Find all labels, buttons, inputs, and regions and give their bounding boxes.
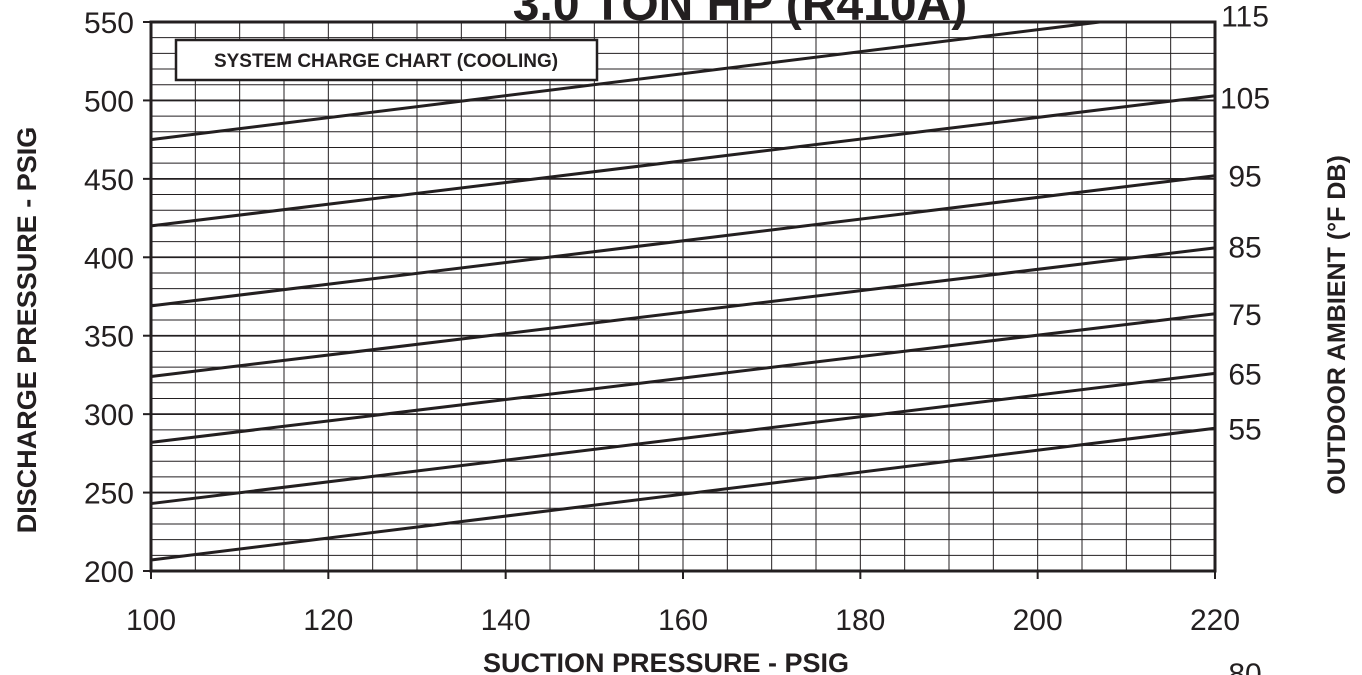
- ambient-line-1: [149, 94, 1217, 228]
- ambient-line-2: [149, 174, 1217, 308]
- ambient-label: 115: [1221, 1, 1269, 34]
- x-ticks: 100 120 140 160 180 200 220: [126, 571, 1240, 637]
- right-axis-title: OUTDOOR AMBIENT (°F DB): [1323, 155, 1351, 495]
- y-tick-label: 300: [84, 399, 134, 432]
- y-tick-label: 450: [84, 164, 134, 197]
- x-axis-title: SUCTION PRESSURE - PSIG: [483, 648, 849, 675]
- y-ticks: 200 250 300 350 400 450 500 550: [84, 7, 151, 589]
- ambient-label: 95: [1228, 161, 1261, 194]
- x-tick-label: 120: [303, 604, 353, 637]
- grid: [151, 22, 1215, 571]
- x-tick-label: 140: [481, 604, 531, 637]
- right-ambient-labels: 115 105 95 85 75 65 55 80: [1220, 1, 1270, 675]
- ambient-label: 75: [1228, 299, 1261, 332]
- chart-subtitle: SYSTEM CHARGE CHART (COOLING): [214, 51, 558, 72]
- y-axis-title: DISCHARGE PRESSURE - PSIG: [12, 127, 42, 534]
- ambient-line-0: [149, 20, 1102, 142]
- ambient-line-4: [149, 312, 1217, 444]
- ambient-label: 80: [1228, 658, 1261, 675]
- ambient-label: 65: [1228, 358, 1261, 391]
- ambient-label: 55: [1228, 413, 1261, 446]
- y-tick-label: 250: [84, 478, 134, 511]
- y-tick-label: 500: [84, 85, 134, 118]
- y-tick-label: 550: [84, 7, 134, 40]
- y-tick-label: 400: [84, 242, 134, 275]
- x-tick-label: 200: [1013, 604, 1063, 637]
- chart-title: 3.0 TON HP (R410A): [513, 0, 967, 31]
- ambient-line-3: [149, 246, 1217, 378]
- y-tick-label: 350: [84, 321, 134, 354]
- ambient-label: 85: [1228, 231, 1261, 264]
- ambient-line-6: [149, 426, 1217, 562]
- x-tick-label: 160: [658, 604, 708, 637]
- inset-label-box: SYSTEM CHARGE CHART (COOLING): [174, 38, 599, 82]
- x-tick-label: 180: [835, 604, 885, 637]
- ambient-label: 105: [1220, 82, 1270, 115]
- ambient-lines: [149, 20, 1217, 562]
- y-tick-label: 200: [84, 556, 134, 589]
- ambient-line-5: [149, 371, 1217, 506]
- x-tick-label: 220: [1190, 604, 1240, 637]
- x-tick-label: 100: [126, 604, 176, 637]
